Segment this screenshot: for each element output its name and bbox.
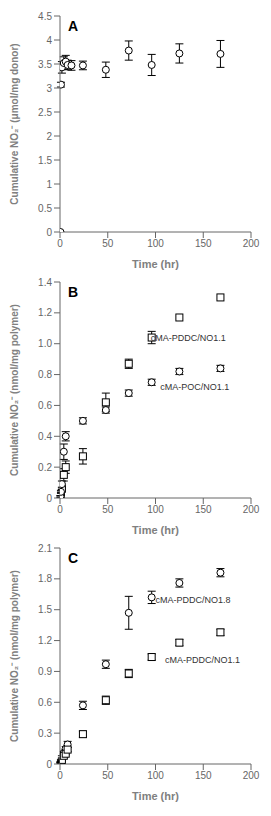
svg-text:150: 150 [195,504,212,515]
svg-text:cMA-PDDC/NO1.8: cMA-PDDC/NO1.8 [156,595,231,605]
svg-text:0: 0 [57,504,63,515]
svg-text:0: 0 [57,770,63,781]
svg-text:0.2: 0.2 [38,462,52,473]
svg-text:cMA-POC/NO1.1: cMA-POC/NO1.1 [160,382,229,392]
svg-text:100: 100 [147,238,164,249]
svg-text:200: 200 [243,238,260,249]
svg-text:0.3: 0.3 [38,728,52,739]
svg-text:150: 150 [195,238,212,249]
html-text:C: C [68,550,79,566]
html-text:A: A [68,18,79,34]
svg-text:0.9: 0.9 [38,666,52,677]
svg-text:100: 100 [147,504,164,515]
svg-text:0.4: 0.4 [38,431,52,442]
svg-text:0.6: 0.6 [38,697,52,708]
svg-text:2: 2 [46,131,52,142]
svg-text:4.5: 4.5 [38,11,52,22]
svg-text:1.4: 1.4 [38,277,52,288]
svg-text:100: 100 [147,770,164,781]
svg-text:3.5: 3.5 [38,59,52,70]
svg-text:4: 4 [46,35,52,46]
svg-text:50: 50 [102,238,114,249]
svg-text:cMA-PDDC/NO1.1: cMA-PDDC/NO1.1 [151,333,226,343]
svg-text:3: 3 [46,83,52,94]
svg-text:50: 50 [102,770,114,781]
svg-text:0.8: 0.8 [38,369,52,380]
svg-text:150: 150 [195,770,212,781]
svg-text:1: 1 [46,179,52,190]
svg-text:2.5: 2.5 [38,107,52,118]
svg-text:2.1: 2.1 [38,543,52,554]
svg-text:Cumulative NO₂⁻ (nmol/mg polym: Cumulative NO₂⁻ (nmol/mg polymer) [9,304,20,476]
svg-text:Cumulative NO₂⁻ (nmol/mg polym: Cumulative NO₂⁻ (nmol/mg polymer) [9,570,20,742]
svg-text:cMA-PDDC/NO1.1: cMA-PDDC/NO1.1 [165,655,240,665]
svg-text:200: 200 [243,770,260,781]
svg-text:200: 200 [243,504,260,515]
svg-text:0: 0 [46,759,52,770]
svg-text:1.5: 1.5 [38,604,52,615]
svg-text:1.5: 1.5 [38,155,52,166]
svg-text:Time (hr): Time (hr) [132,258,179,270]
svg-text:0: 0 [57,238,63,249]
svg-text:0.5: 0.5 [38,203,52,214]
svg-text:Cumulative NO₂⁻ (μmol/mg donor: Cumulative NO₂⁻ (μmol/mg donor) [9,43,20,204]
svg-text:1.0: 1.0 [38,338,52,349]
svg-text:Time (hr): Time (hr) [132,524,179,536]
svg-text:0: 0 [46,493,52,504]
svg-text:1.2: 1.2 [38,307,52,318]
html-text:B: B [68,284,79,300]
svg-text:1.2: 1.2 [38,635,52,646]
svg-text:Time (hr): Time (hr) [132,790,179,802]
svg-text:50: 50 [102,504,114,515]
svg-text:0: 0 [46,227,52,238]
svg-text:1.8: 1.8 [38,573,52,584]
svg-text:0.6: 0.6 [38,400,52,411]
